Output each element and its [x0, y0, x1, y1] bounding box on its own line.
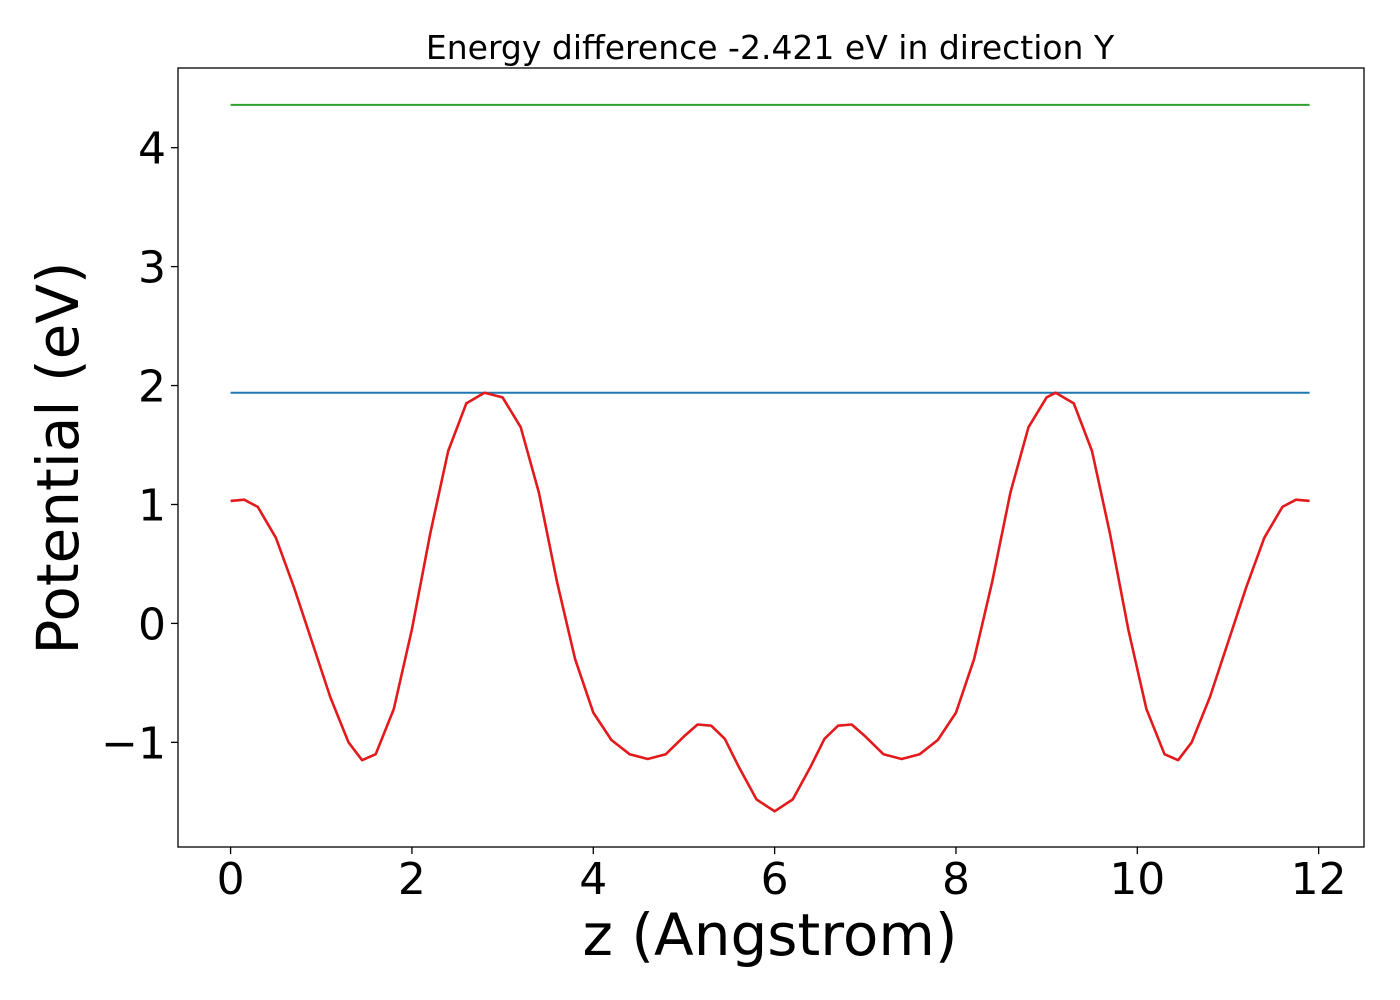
x-tick-label: 10: [1109, 854, 1165, 905]
y-tick-label: −1: [101, 718, 166, 769]
x-tick-label: 2: [398, 854, 426, 905]
y-tick-label: 0: [138, 599, 166, 650]
x-tick-label: 6: [761, 854, 789, 905]
y-tick-label: 3: [138, 243, 166, 294]
y-tick-label: 1: [138, 480, 166, 531]
x-axis-label: z (Angstrom): [583, 901, 958, 969]
x-tick-label: 12: [1291, 854, 1347, 905]
chart-title: Energy difference -2.421 eV in direction…: [426, 28, 1115, 67]
y-tick-label: 2: [138, 362, 166, 413]
series-line-3: [230, 391, 1310, 813]
y-tick-label: 4: [138, 124, 166, 175]
plot-frame: [177, 67, 1365, 848]
x-tick-label: 4: [579, 854, 607, 905]
series-layer: [230, 103, 1310, 813]
y-axis-ticks: −1 0 1 2 3 4: [101, 124, 178, 769]
y-axis-label: Potential (eV): [24, 261, 92, 654]
x-axis-ticks: 0 2 4 6 8 10 12: [217, 847, 1347, 905]
x-tick-label: 8: [942, 854, 970, 905]
x-tick-label: 0: [217, 854, 245, 905]
